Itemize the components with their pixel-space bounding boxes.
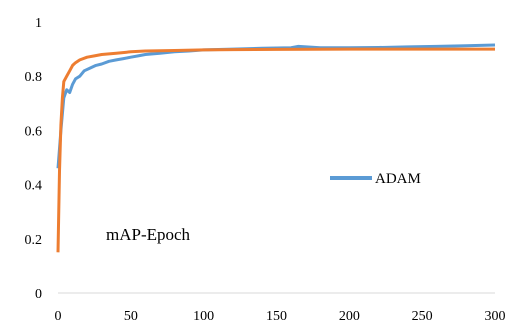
chart-annotation: mAP-Epoch xyxy=(106,225,191,244)
x-tick-label: 150 xyxy=(266,309,287,324)
x-tick-label: 300 xyxy=(485,309,506,324)
x-tick-label: 250 xyxy=(412,309,433,324)
y-axis-ticks: 0 0.2 0.4 0.6 0.8 1 xyxy=(25,16,43,302)
series-line-2 xyxy=(56,47,495,253)
x-tick-label: 200 xyxy=(339,309,360,324)
x-tick-label: 0 xyxy=(55,309,62,324)
x-tick-label: 50 xyxy=(124,309,138,324)
y-tick-label: 0.2 xyxy=(25,233,43,248)
legend-label-adam: ADAM xyxy=(375,171,421,187)
legend: ADAM xyxy=(330,171,421,187)
x-tick-label: 100 xyxy=(193,309,214,324)
y-tick-label: 1 xyxy=(35,16,42,31)
y-tick-label: 0.4 xyxy=(25,179,43,194)
y-tick-label: 0.6 xyxy=(25,124,43,139)
series-lines xyxy=(56,43,496,253)
series-line-adam xyxy=(56,43,496,169)
y-tick-label: 0.8 xyxy=(25,70,43,85)
x-axis-ticks: 0 50 100 150 200 250 300 xyxy=(55,309,506,324)
y-tick-label: 0 xyxy=(35,287,42,302)
